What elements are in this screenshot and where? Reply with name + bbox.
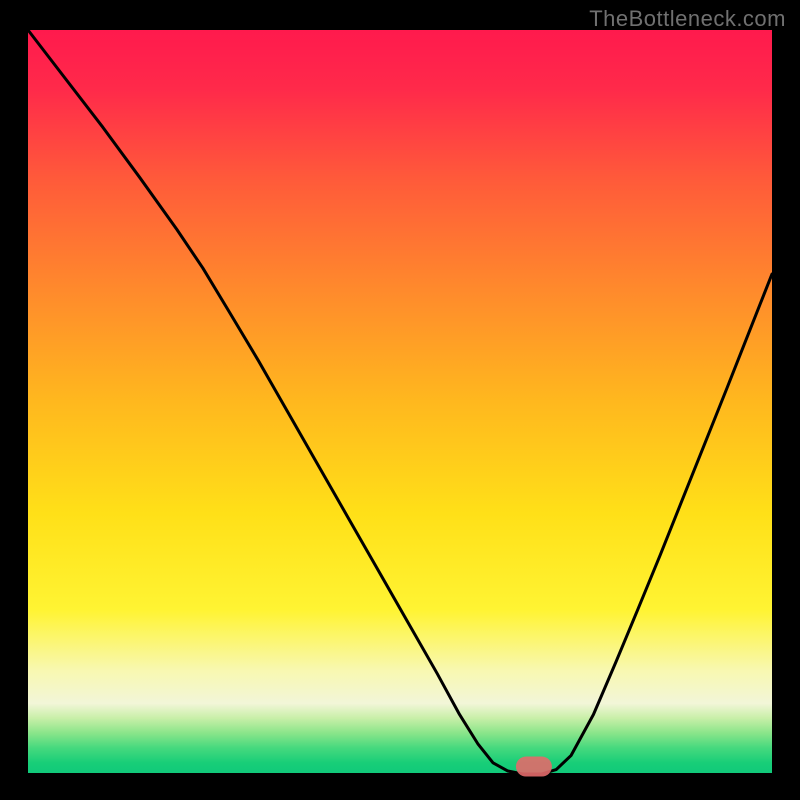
watermark-text: TheBottleneck.com bbox=[589, 6, 786, 32]
optimal-marker bbox=[516, 757, 552, 777]
chart-root: TheBottleneck.com bbox=[0, 0, 800, 800]
bottleneck-chart bbox=[0, 0, 800, 800]
plot-gradient-background bbox=[28, 30, 772, 774]
